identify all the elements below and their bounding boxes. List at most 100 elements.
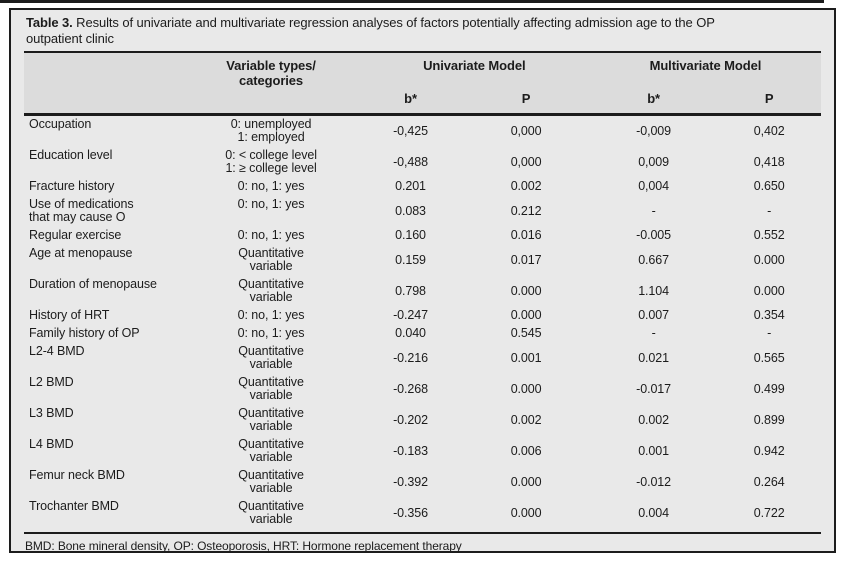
multivariate-b-cell: -0.005 [636,228,672,242]
multivariate-b-cell: - [651,203,656,218]
multivariate-b-cell: 0.021 [638,350,669,365]
multivariate-p-cell: 0,402 [753,123,785,138]
col-header-multivariate-p: P [717,85,821,116]
page-top-rule [0,0,824,3]
empty-corner-header [24,50,184,116]
univariate-b-cell: -0.216 [393,350,428,365]
variable-name-cell: Occupation [29,117,92,131]
univariate-b-cell: -0.356 [393,505,428,520]
univariate-b-cell: 0.160 [395,228,426,242]
univariate-p-cell: 0.001 [510,350,542,365]
variable-categories-cell: Quantitative variable [238,246,304,273]
multivariate-p-cell: 0.942 [753,443,785,458]
table-header: Variable types/ categories Univariate Mo… [24,50,821,116]
table-row: L2 BMD Quantitative variable -0.268 0.00… [24,374,821,405]
univariate-p-cell: 0.006 [510,443,542,458]
univariate-p-cell: 0,000 [510,123,542,138]
table-row: Occupation 0: unemployed 1: employed -0,… [24,114,821,147]
variable-categories-cell: Quantitative variable [238,468,304,495]
univariate-b-cell: -0.247 [393,308,428,322]
univariate-p-cell: 0.000 [510,283,542,298]
multivariate-p-cell: 0.000 [753,283,785,298]
univariate-b-cell: -0.202 [393,412,428,427]
variable-name-cell: Family history of OP [29,326,140,340]
multivariate-p-cell: 0,418 [753,154,785,169]
univariate-p-cell: 0.212 [510,203,542,218]
table-row: Duration of menopause Quantitative varia… [24,276,821,307]
table-number: Table 3. [26,15,73,30]
table-caption-text: Results of univariate and multivariate r… [26,15,715,47]
abbreviations-footnote: BMD: Bone mineral density, OP: Osteoporo… [24,531,821,551]
multivariate-b-cell: 0,004 [638,179,669,193]
variable-categories-cell: Quantitative variable [238,277,304,304]
univariate-b-cell: -0.392 [393,474,428,489]
table-row: Fracture history 0: no, 1: yes 0.201 0.0… [24,178,821,196]
multivariate-b-cell: 0,009 [638,154,669,169]
variable-categories-cell: 0: no, 1: yes [237,228,305,242]
univariate-p-cell: 0.002 [510,179,542,193]
univariate-b-cell: 0.083 [395,203,426,218]
table-row: Trochanter BMD Quantitative variable -0.… [24,498,821,529]
univariate-p-cell: 0.016 [510,228,542,242]
variable-categories-cell: 0: unemployed 1: employed [230,117,312,144]
col-header-multivariate-model: Multivariate Model [589,50,821,86]
table-row: Use of medications that may cause O 0: n… [24,196,821,227]
univariate-b-cell: -0,488 [393,154,428,169]
univariate-p-cell: 0.000 [510,308,542,322]
variable-categories-cell: 0: no, 1: yes [237,326,305,340]
col-header-univariate-p: P [462,85,590,116]
variable-name-cell: L2 BMD [29,375,74,389]
table-row: L2-4 BMD Quantitative variable -0.216 0.… [24,343,821,374]
table-row: Age at menopause Quantitative variable 0… [24,245,821,276]
multivariate-p-cell: - [767,203,772,218]
variable-name-cell: Duration of menopause [29,277,157,291]
univariate-p-cell: 0,000 [510,154,542,169]
univariate-b-cell: -0.268 [393,381,428,396]
multivariate-p-cell: - [767,326,772,340]
variable-name-cell: Regular exercise [29,228,122,242]
table-caption: Table 3. Results of univariate and multi… [26,15,774,48]
variable-categories-cell: Quantitative variable [238,437,304,464]
col-header-univariate-model: Univariate Model [358,50,590,86]
table-row: History of HRT 0: no, 1: yes -0.247 0.00… [24,307,821,325]
multivariate-p-cell: 0.000 [753,252,785,267]
multivariate-b-cell: 0.667 [638,252,669,267]
header-row-stats: b* P b* P [24,85,821,116]
multivariate-b-cell: -0.017 [636,381,672,396]
univariate-p-cell: 0.000 [510,505,542,520]
multivariate-b-cell: - [651,326,656,340]
col-header-univariate-b: b* [358,85,463,116]
multivariate-p-cell: 0.650 [753,179,785,193]
univariate-b-cell: -0,425 [393,123,428,138]
multivariate-b-cell: 0.007 [638,308,669,322]
multivariate-p-cell: 0.722 [753,505,785,520]
variable-name-cell: Fracture history [29,179,115,193]
variable-name-cell: L2-4 BMD [29,344,85,358]
variable-name-cell: Age at menopause [29,246,133,260]
multivariate-p-cell: 0.565 [753,350,785,365]
multivariate-b-cell: 0.001 [638,443,669,458]
variable-categories-cell: Quantitative variable [238,344,304,371]
multivariate-b-cell: 1.104 [638,283,669,298]
variable-name-cell: L3 BMD [29,406,74,420]
univariate-b-cell: -0.183 [393,443,428,458]
univariate-b-cell: 0.201 [395,179,426,193]
variable-categories-cell: Quantitative variable [238,499,304,526]
col-header-variable-types: Variable types/ categories [183,50,359,116]
univariate-p-cell: 0.017 [510,252,542,267]
table-row: Family history of OP 0: no, 1: yes 0.040… [24,325,821,343]
multivariate-p-cell: 0.552 [753,228,785,242]
variable-name-cell: History of HRT [29,308,110,322]
variable-name-cell: Trochanter BMD [29,499,119,513]
variable-categories-cell: Quantitative variable [238,375,304,402]
variable-name-cell: Education level [29,148,113,162]
multivariate-b-cell: -0.012 [636,474,672,489]
variable-categories-cell: 0: < college level 1: ≥ college level [225,148,317,175]
univariate-b-cell: 0.159 [395,252,426,267]
univariate-p-cell: 0.000 [510,474,542,489]
univariate-p-cell: 0.545 [510,326,542,340]
table-body: Occupation 0: unemployed 1: employed -0,… [24,114,821,529]
table-row: L4 BMD Quantitative variable -0.183 0.00… [24,436,821,467]
multivariate-b-cell: 0.002 [638,412,669,427]
